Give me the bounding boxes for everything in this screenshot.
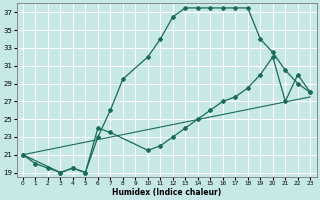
X-axis label: Humidex (Indice chaleur): Humidex (Indice chaleur) xyxy=(112,188,221,197)
